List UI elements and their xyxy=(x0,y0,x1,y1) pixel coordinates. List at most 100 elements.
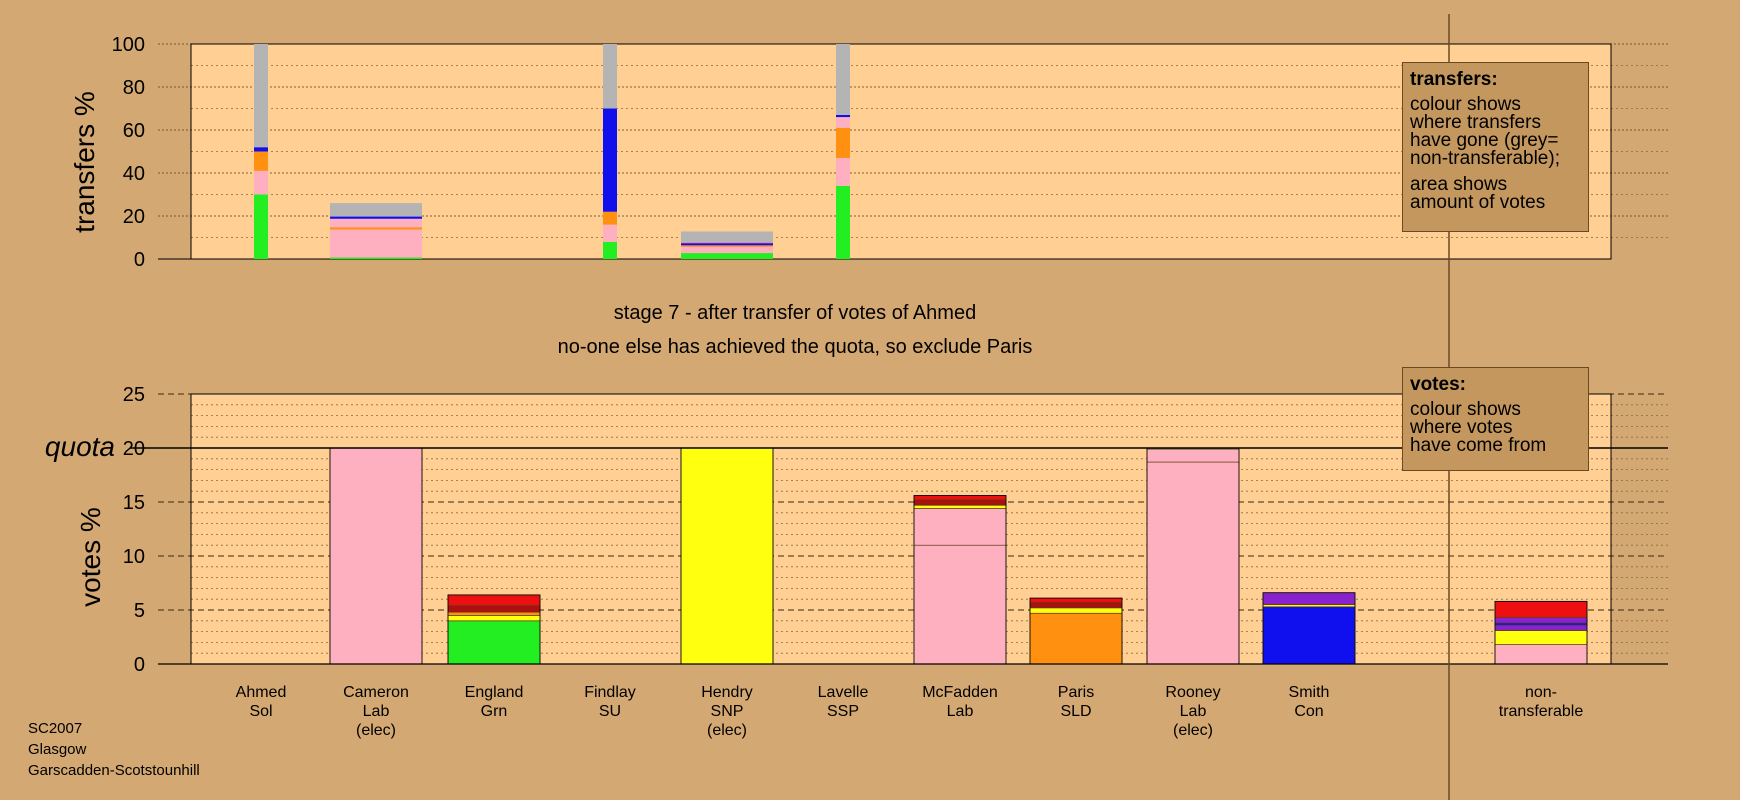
y-tick-label: 80 xyxy=(123,77,145,99)
candidate-label: Findlay xyxy=(584,684,636,701)
candidate-label: Lab xyxy=(363,703,390,720)
legend-line: where votes xyxy=(1410,417,1513,438)
vote-segment xyxy=(1494,644,1588,665)
transfer-segment xyxy=(254,194,268,259)
transfers-legend-title: transfers: xyxy=(1410,69,1498,90)
y-tick-label: 25 xyxy=(123,384,145,406)
transfer-segment xyxy=(681,231,773,243)
votes-legend: votes: colour shows where votes have com… xyxy=(1402,367,1589,471)
candidate-label: (elec) xyxy=(356,722,396,739)
quota-label: quota xyxy=(45,431,115,462)
vote-segment xyxy=(913,499,1007,506)
vote-segment xyxy=(447,605,541,613)
vote-segment xyxy=(680,447,774,665)
vote-segment xyxy=(1262,606,1356,665)
transfer-segment xyxy=(681,244,773,247)
y-tick-label: 10 xyxy=(123,546,145,568)
transfer-segment xyxy=(603,224,617,242)
candidate-label: (elec) xyxy=(1173,722,1213,739)
transfers-chart: 0 20 40 60 80 100 transfers % xyxy=(69,34,1668,271)
candidate-label: SLD xyxy=(1060,703,1091,720)
stage-subtitle: no-one else has achieved the quota, so e… xyxy=(558,336,1033,358)
transfer-segment xyxy=(330,216,422,219)
transfer-segment xyxy=(836,157,850,186)
footer-ward: Garscadden-Scotstounhill xyxy=(28,762,200,779)
vote-segment xyxy=(447,615,541,622)
transfer-segment xyxy=(330,203,422,216)
candidate-label: Sol xyxy=(249,703,272,720)
transfer-segment xyxy=(836,44,850,115)
candidate-label: non- xyxy=(1525,684,1557,701)
vote-segment xyxy=(1029,597,1123,603)
candidate-label: Cameron xyxy=(343,684,409,701)
transfer-segment xyxy=(836,114,850,118)
footer-council: Glasgow xyxy=(28,741,87,758)
footer-election: SC2007 xyxy=(28,720,83,737)
vote-segment xyxy=(1494,617,1588,624)
y-tick-label: 40 xyxy=(123,163,145,185)
candidate-label: Paris xyxy=(1058,684,1094,701)
y-tick-label: 60 xyxy=(123,120,145,142)
candidate-label: Lab xyxy=(947,703,974,720)
candidate-label: England xyxy=(465,684,524,701)
vote-segment xyxy=(447,611,541,616)
candidate-label: Lab xyxy=(1180,703,1207,720)
vote-segment xyxy=(1262,592,1356,605)
legend-line: have come from xyxy=(1410,435,1547,456)
legend-line: area shows xyxy=(1410,174,1508,195)
transfers-legend: transfers: colour shows where transfers … xyxy=(1402,62,1589,232)
vote-segment xyxy=(329,447,423,665)
vote-segment xyxy=(913,544,1007,665)
transfer-segment xyxy=(254,44,268,148)
candidate-label: Grn xyxy=(481,703,508,720)
transfers-plot-border xyxy=(190,43,1612,260)
candidate-label: Lavelle xyxy=(818,684,869,701)
candidate-label: SSP xyxy=(827,703,859,720)
vote-segment xyxy=(447,594,541,607)
y-axis-title: transfers % xyxy=(69,91,100,233)
y-tick-label: 5 xyxy=(134,600,145,622)
vote-segment xyxy=(1029,607,1123,614)
transfer-segment xyxy=(836,117,850,128)
y-tick-label: 15 xyxy=(123,492,145,514)
transfer-segment xyxy=(254,170,268,195)
transfer-segment xyxy=(330,228,422,257)
candidate-label: SU xyxy=(599,703,621,720)
transfer-segment xyxy=(254,147,268,152)
vote-segment xyxy=(1494,601,1588,618)
vote-segment xyxy=(913,504,1007,509)
stage-description: stage 7 - after transfer of votes of Ahm… xyxy=(558,302,1033,358)
legend-line: colour shows xyxy=(1410,399,1521,420)
transfer-segment xyxy=(836,185,850,259)
vote-segment xyxy=(1146,461,1240,665)
transfer-segment xyxy=(603,108,617,212)
vote-segment xyxy=(1494,630,1588,645)
stage-title: stage 7 - after transfer of votes of Ahm… xyxy=(614,302,976,324)
votes-plot-border xyxy=(190,393,1612,665)
candidate-label: transferable xyxy=(1499,703,1584,720)
y-tick-label: 20 xyxy=(123,206,145,228)
legend-line: where transfers xyxy=(1410,112,1541,133)
y-tick-label: 0 xyxy=(134,654,145,676)
candidate-label: (elec) xyxy=(707,722,747,739)
transfer-segment xyxy=(681,252,773,259)
candidate-label: Rooney xyxy=(1165,684,1220,701)
transfer-segment xyxy=(603,44,617,109)
transfer-segment xyxy=(836,127,850,158)
legend-line: colour shows xyxy=(1410,94,1521,115)
vote-segment xyxy=(1029,612,1123,665)
legend-line: have gone (grey= xyxy=(1410,130,1559,151)
votes-legend-title: votes: xyxy=(1410,374,1466,395)
transfer-segment xyxy=(330,218,422,227)
legend-line: non-transferable); xyxy=(1410,148,1560,169)
transfer-segment xyxy=(603,241,617,259)
y-tick-label: 20 xyxy=(123,438,145,460)
candidate-label: SNP xyxy=(711,703,744,720)
candidate-label: Smith xyxy=(1289,684,1330,701)
candidate-label: Con xyxy=(1294,703,1323,720)
candidate-label: Ahmed xyxy=(236,684,287,701)
votes-chart: 0 5 10 15 20 25 votes % quota Ahmed Sol Cameron Lab… xyxy=(45,384,1668,739)
transfer-segment xyxy=(603,211,617,225)
transfer-segment xyxy=(681,243,773,245)
